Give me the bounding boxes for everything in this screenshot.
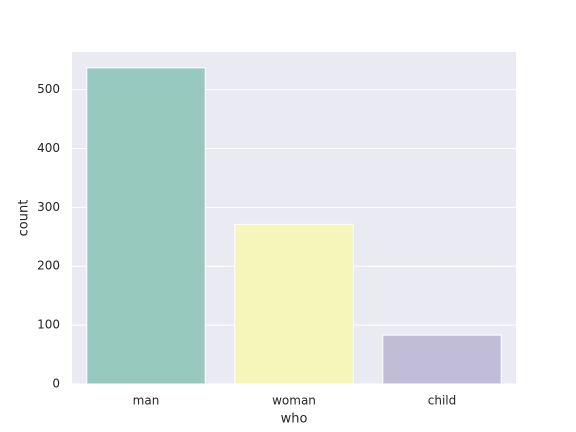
y-axis-label: count (17, 200, 32, 237)
y-tick-label: 300 (37, 200, 60, 214)
y-tick-label: 200 (37, 259, 60, 273)
bar (86, 67, 206, 385)
x-tick-label: child (428, 394, 457, 408)
bar (234, 223, 354, 385)
bar (382, 334, 502, 385)
y-tick-label: 0 (52, 377, 60, 391)
y-tick-label: 400 (37, 141, 60, 155)
x-tick-label: man (133, 394, 160, 408)
x-axis-label: who (281, 412, 308, 427)
y-tick-label: 500 (37, 82, 60, 96)
y-tick-label: 100 (37, 318, 60, 332)
x-tick-label: woman (272, 394, 316, 408)
